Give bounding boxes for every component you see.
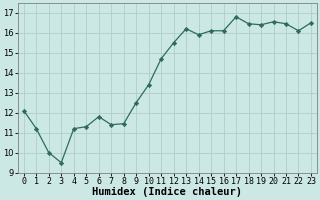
X-axis label: Humidex (Indice chaleur): Humidex (Indice chaleur) (92, 187, 242, 197)
